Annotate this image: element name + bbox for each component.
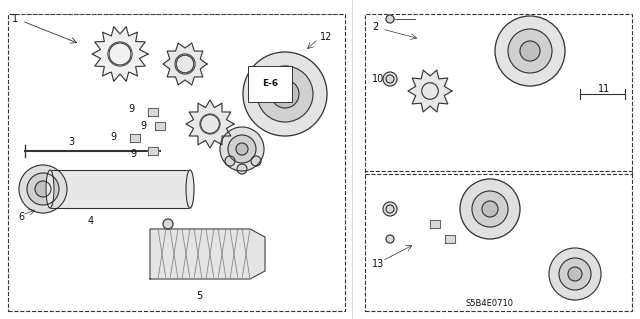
Circle shape: [460, 179, 520, 239]
Bar: [148, 108, 158, 116]
Ellipse shape: [186, 170, 194, 208]
Bar: [130, 134, 140, 142]
Polygon shape: [163, 43, 207, 85]
Circle shape: [251, 156, 261, 166]
Bar: [155, 122, 165, 130]
Circle shape: [482, 201, 498, 217]
Bar: [148, 147, 158, 155]
Circle shape: [243, 52, 327, 136]
Circle shape: [109, 43, 131, 65]
Circle shape: [228, 135, 256, 163]
Text: 6: 6: [18, 212, 24, 222]
Circle shape: [220, 127, 264, 171]
Circle shape: [163, 219, 173, 229]
Circle shape: [559, 258, 591, 290]
Text: 9: 9: [128, 104, 134, 114]
Bar: [445, 235, 455, 243]
Circle shape: [472, 191, 508, 227]
Text: 1: 1: [12, 14, 18, 24]
Polygon shape: [92, 27, 148, 81]
Text: 11: 11: [598, 84, 611, 94]
Circle shape: [271, 80, 299, 108]
Text: 13: 13: [372, 259, 384, 269]
Text: 9: 9: [110, 132, 116, 142]
Text: 9: 9: [140, 121, 146, 131]
Circle shape: [383, 72, 397, 86]
Circle shape: [225, 156, 235, 166]
Polygon shape: [186, 100, 234, 148]
Circle shape: [200, 114, 220, 134]
Circle shape: [27, 173, 59, 205]
Circle shape: [508, 29, 552, 73]
Circle shape: [383, 202, 397, 216]
Bar: [430, 220, 440, 228]
Circle shape: [176, 55, 194, 73]
Circle shape: [386, 205, 394, 213]
Circle shape: [568, 267, 582, 281]
Circle shape: [386, 235, 394, 243]
Circle shape: [257, 66, 313, 122]
Polygon shape: [408, 70, 452, 112]
Text: 9: 9: [130, 149, 136, 159]
Bar: [50, 170, 190, 208]
Circle shape: [422, 83, 438, 99]
Ellipse shape: [46, 170, 54, 208]
Circle shape: [19, 165, 67, 213]
Text: S5B4E0710: S5B4E0710: [466, 299, 514, 308]
Circle shape: [201, 115, 220, 133]
Circle shape: [108, 42, 132, 66]
Text: E-6: E-6: [262, 79, 278, 88]
Text: 12: 12: [320, 32, 332, 42]
Circle shape: [175, 54, 195, 74]
Circle shape: [237, 164, 247, 174]
Circle shape: [422, 83, 438, 99]
Text: 10: 10: [372, 74, 384, 84]
Circle shape: [549, 248, 601, 300]
Text: 4: 4: [88, 216, 94, 226]
Polygon shape: [150, 229, 265, 279]
Text: 2: 2: [372, 22, 378, 32]
Circle shape: [386, 75, 394, 83]
Circle shape: [236, 143, 248, 155]
Circle shape: [520, 41, 540, 61]
Text: 3: 3: [68, 137, 74, 147]
Circle shape: [386, 15, 394, 23]
Circle shape: [495, 16, 565, 86]
Text: 5: 5: [196, 291, 202, 301]
Circle shape: [35, 181, 51, 197]
